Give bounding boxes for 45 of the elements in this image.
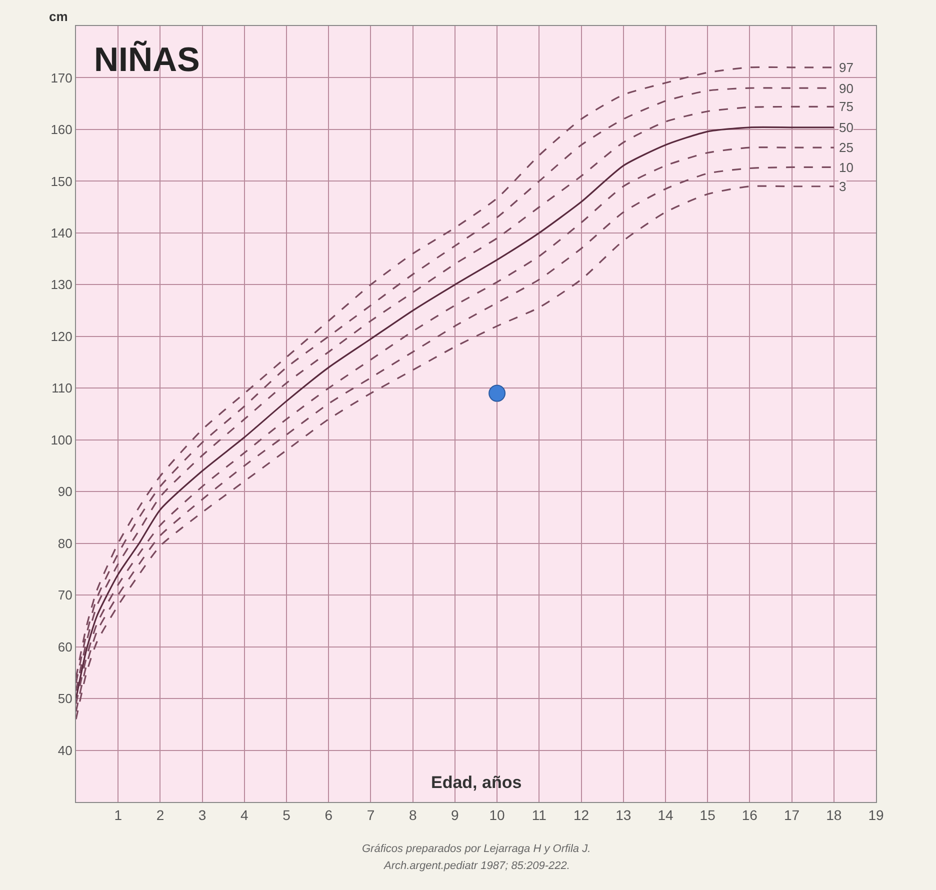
y-tick-label: 150 (50, 174, 72, 189)
x-tick-label: 6 (324, 806, 333, 823)
y-axis-title: cm (49, 9, 68, 24)
y-tick-label: 170 (50, 70, 72, 86)
y-tick-label: 40 (58, 742, 72, 758)
y-tick-label: 70 (58, 588, 72, 603)
y-tick-label: 100 (50, 432, 72, 448)
x-tick-label: 5 (282, 806, 291, 823)
x-tick-label: 14 (658, 806, 674, 823)
x-tick-label: 19 (868, 806, 884, 823)
y-tick-label: 90 (58, 484, 72, 500)
text: Gráficos preparados por Lejarraga H y Orfila J. (362, 843, 591, 855)
x-tick-label: 1 (114, 806, 122, 823)
text: Arch.argent.pediatr 1987; 85:209-222. (383, 860, 570, 872)
series-label: 50 (839, 120, 854, 135)
y-tick-label: 80 (58, 536, 72, 551)
y-tick-label: 120 (50, 328, 72, 344)
y-tick-label: 140 (50, 225, 72, 240)
series-label: 97 (839, 60, 854, 75)
x-tick-label: 18 (826, 806, 842, 823)
x-tick-label: 17 (784, 806, 800, 823)
x-tick-label: 4 (240, 806, 249, 823)
series-label: 10 (839, 160, 854, 175)
x-tick-label: 10 (489, 806, 506, 823)
x-tick-label: 2 (156, 806, 164, 823)
series-label: 3 (839, 179, 846, 194)
y-tick-label: 110 (52, 380, 72, 396)
x-axis-title: Edad, años (431, 773, 522, 792)
x-tick-label: 7 (366, 806, 375, 823)
x-tick-label: 16 (742, 806, 758, 823)
x-tick-label: 12 (573, 806, 590, 823)
x-tick-label: 3 (198, 806, 206, 823)
x-tick-label: 15 (700, 806, 716, 823)
y-tick-label: 60 (58, 639, 72, 654)
y-tick-label: 130 (50, 277, 72, 292)
x-tick-label: 11 (532, 806, 547, 823)
text: NIÑAS (94, 40, 200, 79)
series-label: 25 (839, 140, 854, 155)
x-tick-label: 9 (451, 806, 460, 823)
x-tick-label: 8 (408, 806, 417, 823)
x-tick-label: 13 (616, 806, 632, 823)
series-label: 75 (839, 99, 854, 114)
y-tick-label: 160 (50, 122, 72, 138)
series-label: 90 (839, 81, 854, 96)
y-tick-label: 50 (58, 691, 72, 706)
